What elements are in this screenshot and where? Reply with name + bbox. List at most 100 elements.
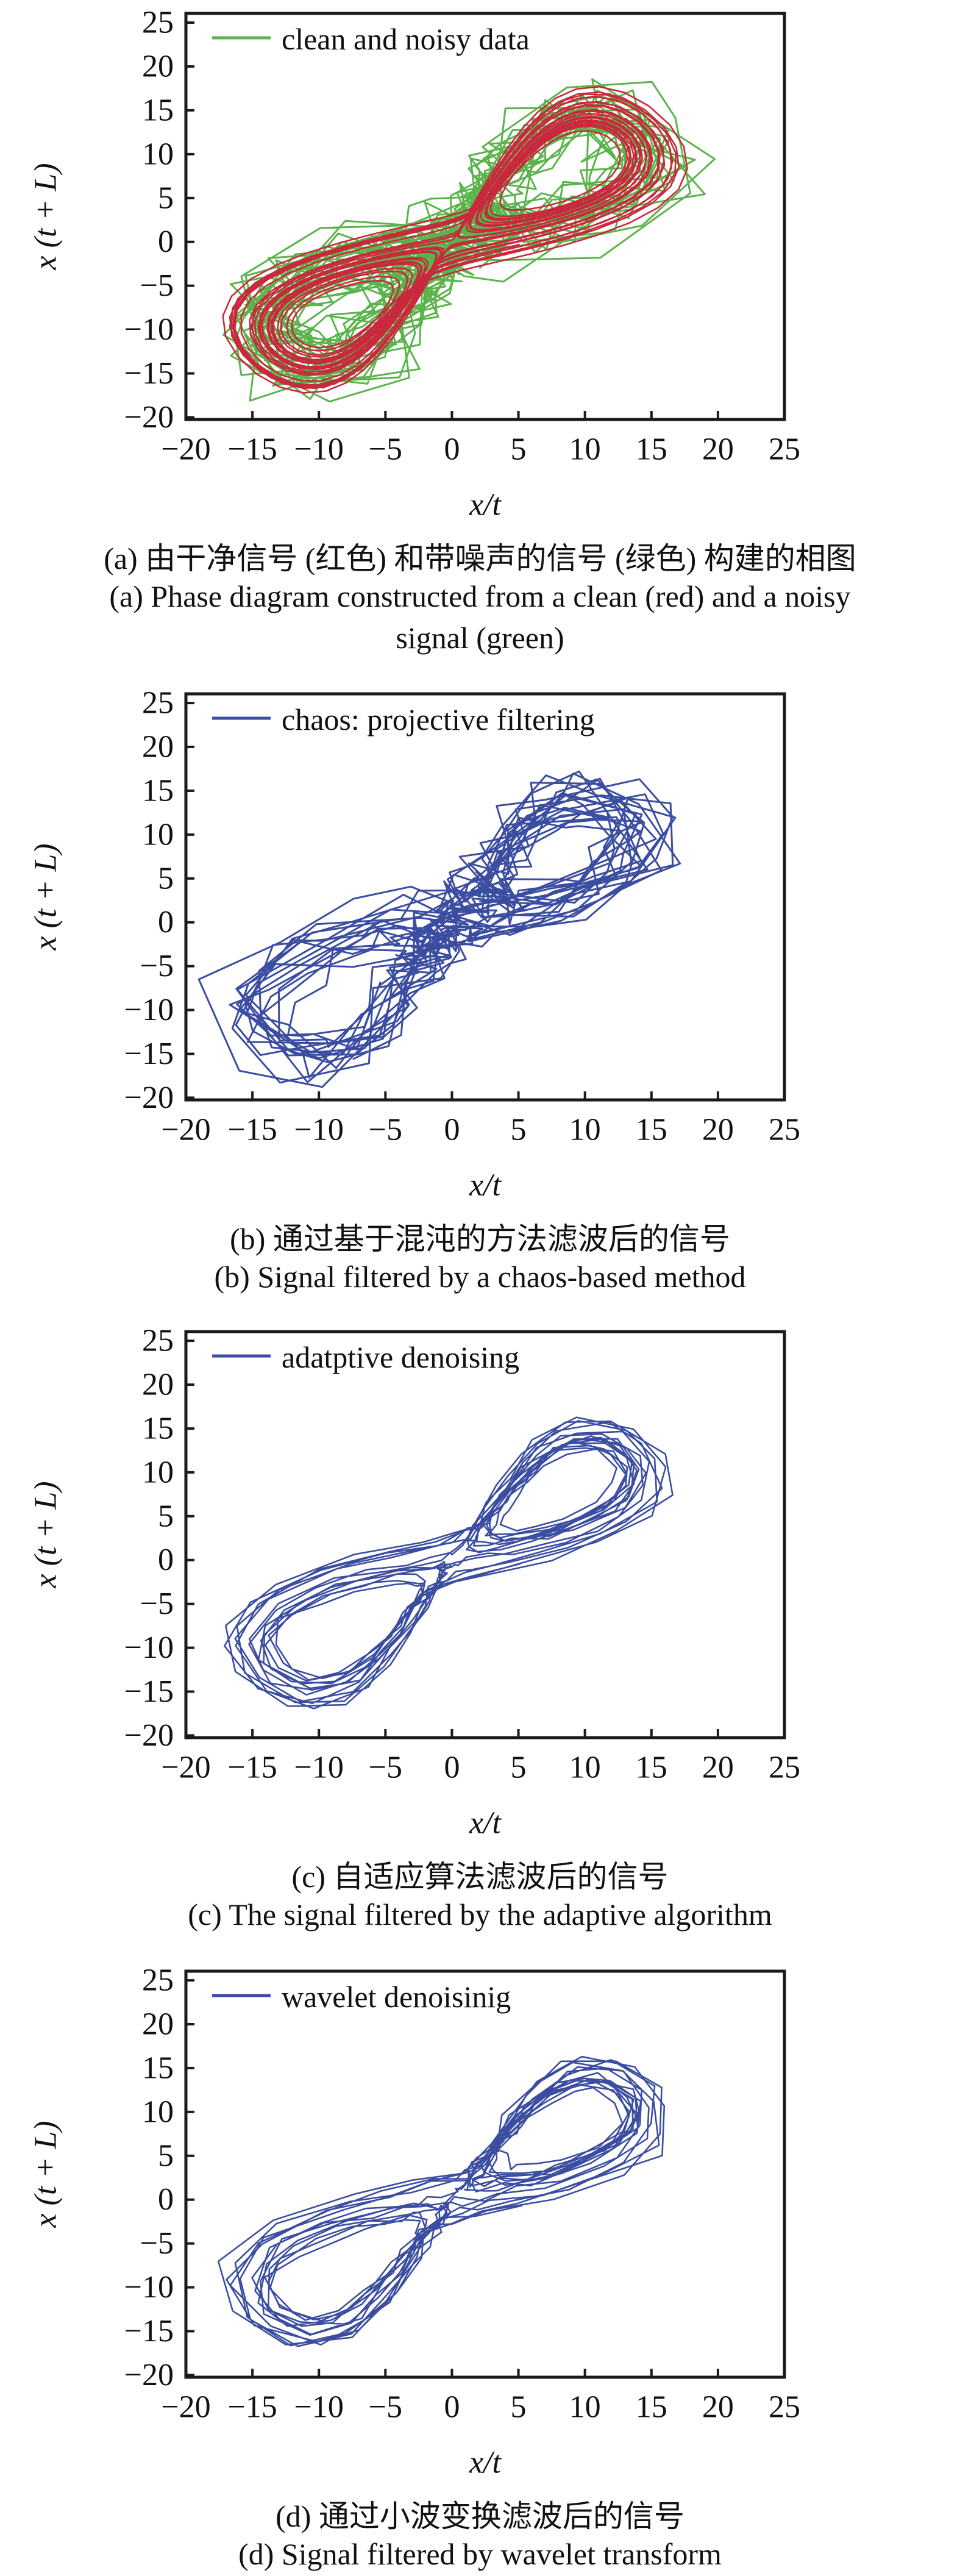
y-tick-label: 15: [142, 773, 174, 808]
x-axis-label: x/t: [469, 488, 502, 523]
x-tick-label: 5: [511, 1113, 527, 1147]
x-tick-label: −15: [227, 1113, 277, 1147]
plot-frame: [184, 1330, 786, 1739]
x-axis-label: x/t: [469, 2446, 502, 2480]
x-tick-label: −10: [294, 432, 344, 467]
series-line-b: [197, 770, 681, 1088]
x-tick-label: 10: [569, 1750, 601, 1785]
x-tick-label: −5: [369, 2390, 402, 2425]
phase-plot-b: −20 −15 −10 −5 0 5 10 15 20 25 −20 −15 −10 −5 0 5 10 15 20…: [29, 686, 801, 1203]
caption-en-a-line1: (a) Phase diagram constructed from a cle…: [109, 579, 851, 613]
y-tick-label: −20: [124, 1718, 174, 1753]
x-tick-label: −20: [161, 1750, 210, 1785]
panel-a: −20 −15 −10 −5 0 5 10 15 20 25 −20 −15 −10 −5 0 5 10 15 20…: [0, 0, 960, 680]
caption-en-b: (b) Signal filtered by a chaos-based met…: [214, 1260, 746, 1294]
y-tick-label: −5: [140, 949, 174, 983]
caption-zh-a: (a) 由干净信号 (红色) 和带噪声的信号 (绿色) 构建的相图: [104, 541, 856, 576]
y-tick-label: 10: [142, 137, 174, 171]
y-tick-label: 0: [158, 224, 174, 259]
y-tick-label: 5: [158, 1499, 174, 1533]
y-axis-label: x (t + L): [29, 2121, 63, 2228]
x-tick-label: −10: [294, 1750, 344, 1785]
y-tick-label: 25: [142, 686, 174, 721]
series-group-c: [223, 1416, 674, 1710]
x-axis-label: x/t: [469, 1168, 502, 1203]
y-tick-label: −10: [124, 1630, 174, 1665]
y-tick-label: 0: [158, 1543, 174, 1577]
series-group-b: [197, 770, 681, 1088]
y-tick-label: −10: [124, 2270, 174, 2305]
y-tick-label: 25: [142, 5, 174, 40]
y-tick-label: −20: [124, 2358, 174, 2392]
x-tick-label: −20: [161, 2390, 210, 2425]
x-tick-label: 0: [444, 2390, 460, 2425]
x-tick-label: 0: [444, 432, 460, 467]
y-tick-label: −5: [140, 268, 174, 303]
y-tick-label: 10: [142, 1455, 174, 1490]
x-tick-label: 20: [702, 432, 734, 467]
y-tick-label: −5: [140, 1586, 174, 1621]
x-tick-label: −20: [161, 1113, 210, 1147]
legend-label: wavelet denoisinig: [282, 1980, 511, 2014]
legend-label: chaos: projective filtering: [282, 702, 595, 737]
y-tick-label: 20: [142, 1368, 174, 1402]
y-tick-label: 15: [142, 1411, 174, 1446]
x-tick-label: 25: [769, 2390, 800, 2425]
x-tick-label: 10: [569, 1113, 601, 1147]
y-tick-label: −20: [124, 1080, 174, 1115]
y-axis-label: x (t + L): [29, 1481, 63, 1588]
caption-en-a-line2: signal (green): [396, 621, 564, 655]
y-tick-label: 20: [142, 2007, 174, 2042]
panel-d: −20 −15 −10 −5 0 5 10 15 20 25 −20 −15 −10 −5 0 5 10 15 20…: [0, 1958, 960, 2571]
y-tick-label: 0: [158, 905, 174, 940]
panel-b: −20 −15 −10 −5 0 5 10 15 20 25 −20 −15 −10 −5 0 5 10 15 20…: [0, 680, 960, 1318]
x-tick-label: −10: [294, 1113, 344, 1147]
plot-frame: [184, 692, 786, 1102]
y-tick-label: 15: [142, 2050, 174, 2085]
y-tick-label: −15: [124, 356, 174, 391]
x-tick-label: −5: [369, 1750, 402, 1785]
x-axis-label: x/t: [469, 1806, 502, 1841]
y-tick-label: −5: [140, 2226, 174, 2261]
x-tick-label: −15: [227, 1750, 277, 1785]
y-tick-label: −20: [124, 400, 174, 435]
y-tick-label: 10: [142, 2094, 174, 2129]
x-tick-label: 20: [702, 1113, 734, 1147]
x-tick-label: 0: [444, 1113, 460, 1147]
series-line-d: [217, 2055, 666, 2347]
legend-label: adatptive denoising: [282, 1340, 519, 1374]
x-tick-label: −20: [161, 432, 210, 467]
y-tick-label: 5: [158, 861, 174, 896]
x-tick-label: −15: [227, 432, 277, 467]
legend-label: clean and noisy data: [282, 22, 530, 56]
x-tick-label: 20: [702, 1750, 734, 1785]
x-tick-label: 15: [636, 432, 667, 467]
y-tick-label: 10: [142, 817, 174, 852]
y-tick-label: 0: [158, 2182, 174, 2217]
x-tick-label: 0: [444, 1750, 460, 1785]
series-line-a: [222, 85, 688, 394]
x-tick-label: 5: [511, 2390, 527, 2425]
x-tick-label: 15: [636, 1113, 667, 1147]
x-tick-label: 5: [511, 1750, 527, 1785]
caption-en-d: (d) Signal filtered by wavelet transform: [238, 2537, 722, 2571]
y-axis-label: x (t + L): [29, 163, 63, 270]
x-tick-label: 25: [769, 432, 800, 467]
caption-zh-b: (b) 通过基于混沌的方法滤波后的信号: [230, 1222, 730, 1256]
y-tick-label: 20: [142, 730, 174, 765]
y-tick-label: −10: [124, 312, 174, 347]
y-tick-label: −15: [124, 1036, 174, 1071]
series-group-d: [217, 2055, 666, 2347]
x-tick-label: 20: [702, 2390, 734, 2425]
y-tick-label: 5: [158, 2138, 174, 2173]
x-tick-label: 10: [569, 2390, 601, 2425]
y-tick-label: −15: [124, 1674, 174, 1709]
y-axis-label: x (t + L): [29, 843, 63, 951]
x-tick-label: 15: [636, 2390, 667, 2425]
panel-c: −20 −15 −10 −5 0 5 10 15 20 25 −20 −15 −10 −5 0 5 10 15 20…: [0, 1318, 960, 1958]
series-line-c: [223, 1416, 674, 1710]
phase-plot-a: −20 −15 −10 −5 0 5 10 15 20 25 −20 −15 −10 −5 0 5 10 15 20…: [29, 5, 801, 523]
y-tick-label: 25: [142, 1324, 174, 1358]
caption-en-c: (c) The signal filtered by the adaptive …: [188, 1897, 772, 1932]
